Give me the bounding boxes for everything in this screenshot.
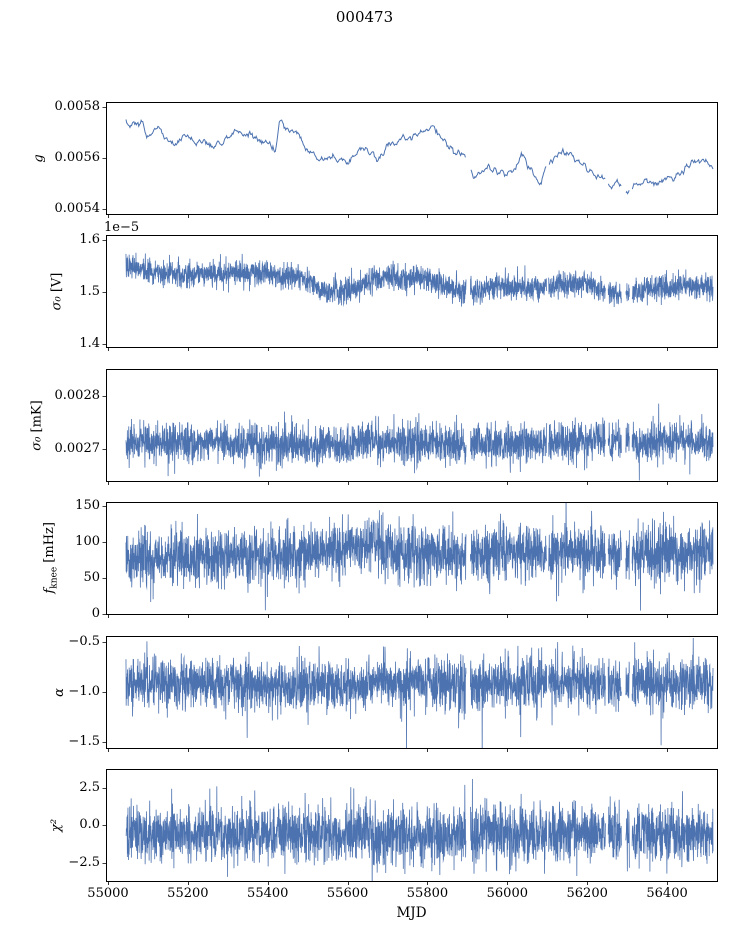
ylabel-fknee: fknee [mHz] [42,502,60,614]
y-tick-label: −1.0 [68,683,100,699]
x-tick-label: 55600 [326,886,369,901]
y-tick-label: −0.5 [68,633,100,649]
y-tick-label: −1.5 [68,733,100,749]
x-tick-label: 56400 [646,886,688,901]
figure-title: 000473 [335,8,394,26]
x-tick-label: 55200 [167,886,209,901]
ylabel-fknee-symbol: f [42,588,58,594]
y-tick-label: 0.0054 [54,200,101,216]
y-tick-label: 0.0058 [54,98,101,114]
y-tick-label: 0 [91,605,100,621]
y-tick-label: 1.4 [79,335,100,351]
y-tick-label: 2.5 [79,779,100,795]
ylabel-sigma0-mk: σ₀ [mK] [28,369,46,481]
x-tick-label: 55800 [406,886,449,901]
x-tick-label: 56200 [566,886,608,901]
x-tick-label: 55000 [87,886,129,901]
y-tick-label: 50 [83,569,100,585]
y-tick-label: −2.5 [68,854,100,870]
y-tick-label: 0.0027 [54,440,101,456]
x-axis-label: MJD [396,905,427,921]
ylabel-sigma0-mk-unit: [mK] [29,399,45,437]
y-tick-label: 1.6 [79,231,100,247]
y-tick-label: 100 [75,533,100,549]
y-tick-label: 0.0028 [54,387,101,403]
y-tick-label: 0.0 [79,816,100,832]
axis-offset-text: 1e−5 [104,220,140,235]
y-tick-label: 150 [75,497,100,513]
x-tick-label: 56000 [486,886,528,901]
y-tick-label: 0.0056 [54,149,101,165]
y-tick-label: 1.5 [79,283,100,299]
x-tick-label: 55400 [247,886,289,901]
